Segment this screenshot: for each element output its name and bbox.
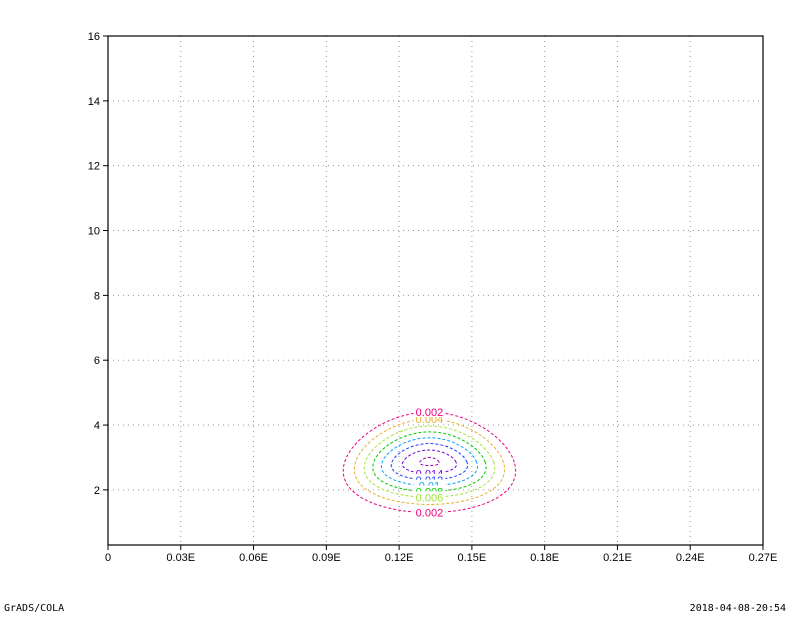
x-tick-label: 0.09E: [312, 552, 341, 564]
contour-label-bg: [413, 479, 446, 491]
contour-line-0-014: [401, 449, 458, 474]
contour-line-0-002: [342, 411, 517, 514]
timestamp-label: 2018-04-08-20:54: [689, 603, 786, 614]
contour-label-bg: [413, 467, 446, 479]
contour-line-0-012: [390, 442, 469, 481]
x-tick-label: 0.21E: [603, 552, 632, 564]
contour-label-top: 0.002: [416, 407, 444, 419]
contour-line-0-016: [419, 457, 440, 467]
x-tick-label: 0.24E: [676, 552, 705, 564]
y-tick-label: 2: [94, 485, 100, 497]
x-tick-label: 0.12E: [385, 552, 414, 564]
contour-label-bottom: 0.002: [416, 508, 444, 520]
grads-credit-label: GrADS/COLA: [4, 603, 65, 614]
x-tick-label: 0: [105, 552, 111, 564]
contour-line-0-01: [380, 437, 479, 487]
plot-border: [107, 35, 764, 546]
y-tick-label: 6: [94, 355, 100, 367]
x-tick-label: 0.18E: [530, 552, 559, 564]
contour-line-0-008: [372, 431, 487, 493]
grid-lines: [108, 36, 763, 545]
contour-label-bg: [413, 413, 446, 425]
contour-label: 0.004: [416, 414, 444, 426]
x-tick-label: 0.15E: [458, 552, 487, 564]
contour-line-0-004: [353, 418, 506, 506]
contour-label-bg: [413, 485, 446, 497]
contour-label: 0.006: [416, 492, 444, 504]
y-tick-label: 12: [88, 161, 100, 173]
y-tick-label: 8: [94, 290, 100, 302]
y-tick-label: 4: [94, 420, 100, 432]
contour-label-bg: [413, 406, 446, 418]
axis-ticks: 0 0.03E 0.06E 0.09E 0.12E 0.15E 0.18E 0.21E 0.24…: [88, 31, 778, 564]
contour-line-0-006: [363, 425, 496, 498]
x-tick-label: 0.06E: [239, 552, 268, 564]
plot-frame: [107, 35, 764, 546]
x-tick-label: 0.27E: [749, 552, 778, 564]
y-tick-label: 10: [88, 226, 100, 238]
y-tick-label: 16: [88, 31, 100, 43]
contour-label-bg: [413, 473, 446, 485]
x-tick-label: 0.03E: [166, 552, 195, 564]
y-tick-label: 14: [88, 96, 100, 108]
contour-label-bg: [413, 506, 446, 518]
contour-label-bg: [413, 491, 446, 503]
